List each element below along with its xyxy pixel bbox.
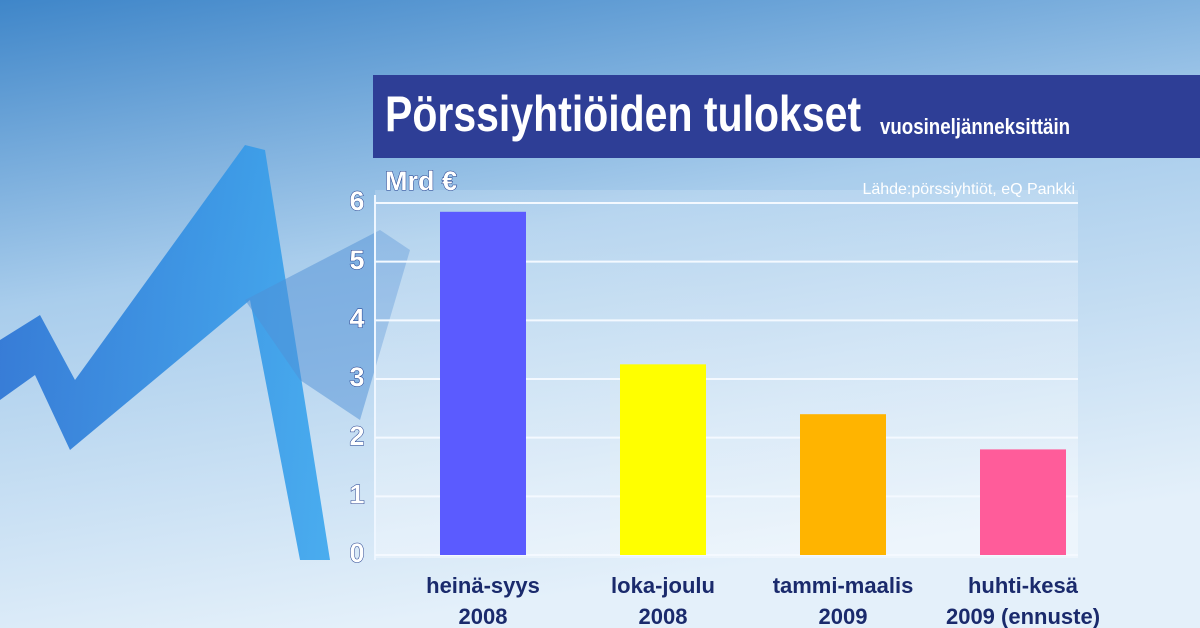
bar <box>440 211 526 556</box>
decorative-arrow <box>0 145 330 560</box>
x-tick-label: 2009 <box>819 604 868 628</box>
bar <box>620 364 706 555</box>
y-axis-label: Mrd € <box>385 166 457 196</box>
y-tick-label: 0 <box>349 538 364 568</box>
x-tick-label: 2008 <box>639 604 688 628</box>
y-tick-label: 4 <box>349 303 364 333</box>
source-note: Lähde:pörssiyhtiöt, eQ Pankki <box>862 181 1075 198</box>
y-tick-label: 5 <box>349 245 364 275</box>
y-tick-label: 1 <box>349 479 364 509</box>
x-tick-label: 2009 (ennuste) <box>946 604 1100 628</box>
x-tick-label: loka-joulu <box>611 573 715 598</box>
bar <box>980 449 1066 555</box>
x-tick-label: heinä-syys <box>426 573 540 598</box>
bar <box>800 414 886 555</box>
x-tick-label: tammi-maalis <box>773 573 914 598</box>
chart-title: Pörssiyhtiöiden tulokset <box>385 86 861 142</box>
chart-subtitle: vuosineljänneksittäin <box>880 115 1070 139</box>
title-bar <box>373 75 1200 158</box>
y-tick-label: 3 <box>349 362 364 392</box>
y-tick-label: 2 <box>349 421 364 451</box>
x-tick-label: huhti-kesä <box>968 573 1079 598</box>
y-tick-label: 6 <box>349 186 364 216</box>
x-tick-label: 2008 <box>459 604 508 628</box>
decorative-shadow <box>245 230 410 420</box>
